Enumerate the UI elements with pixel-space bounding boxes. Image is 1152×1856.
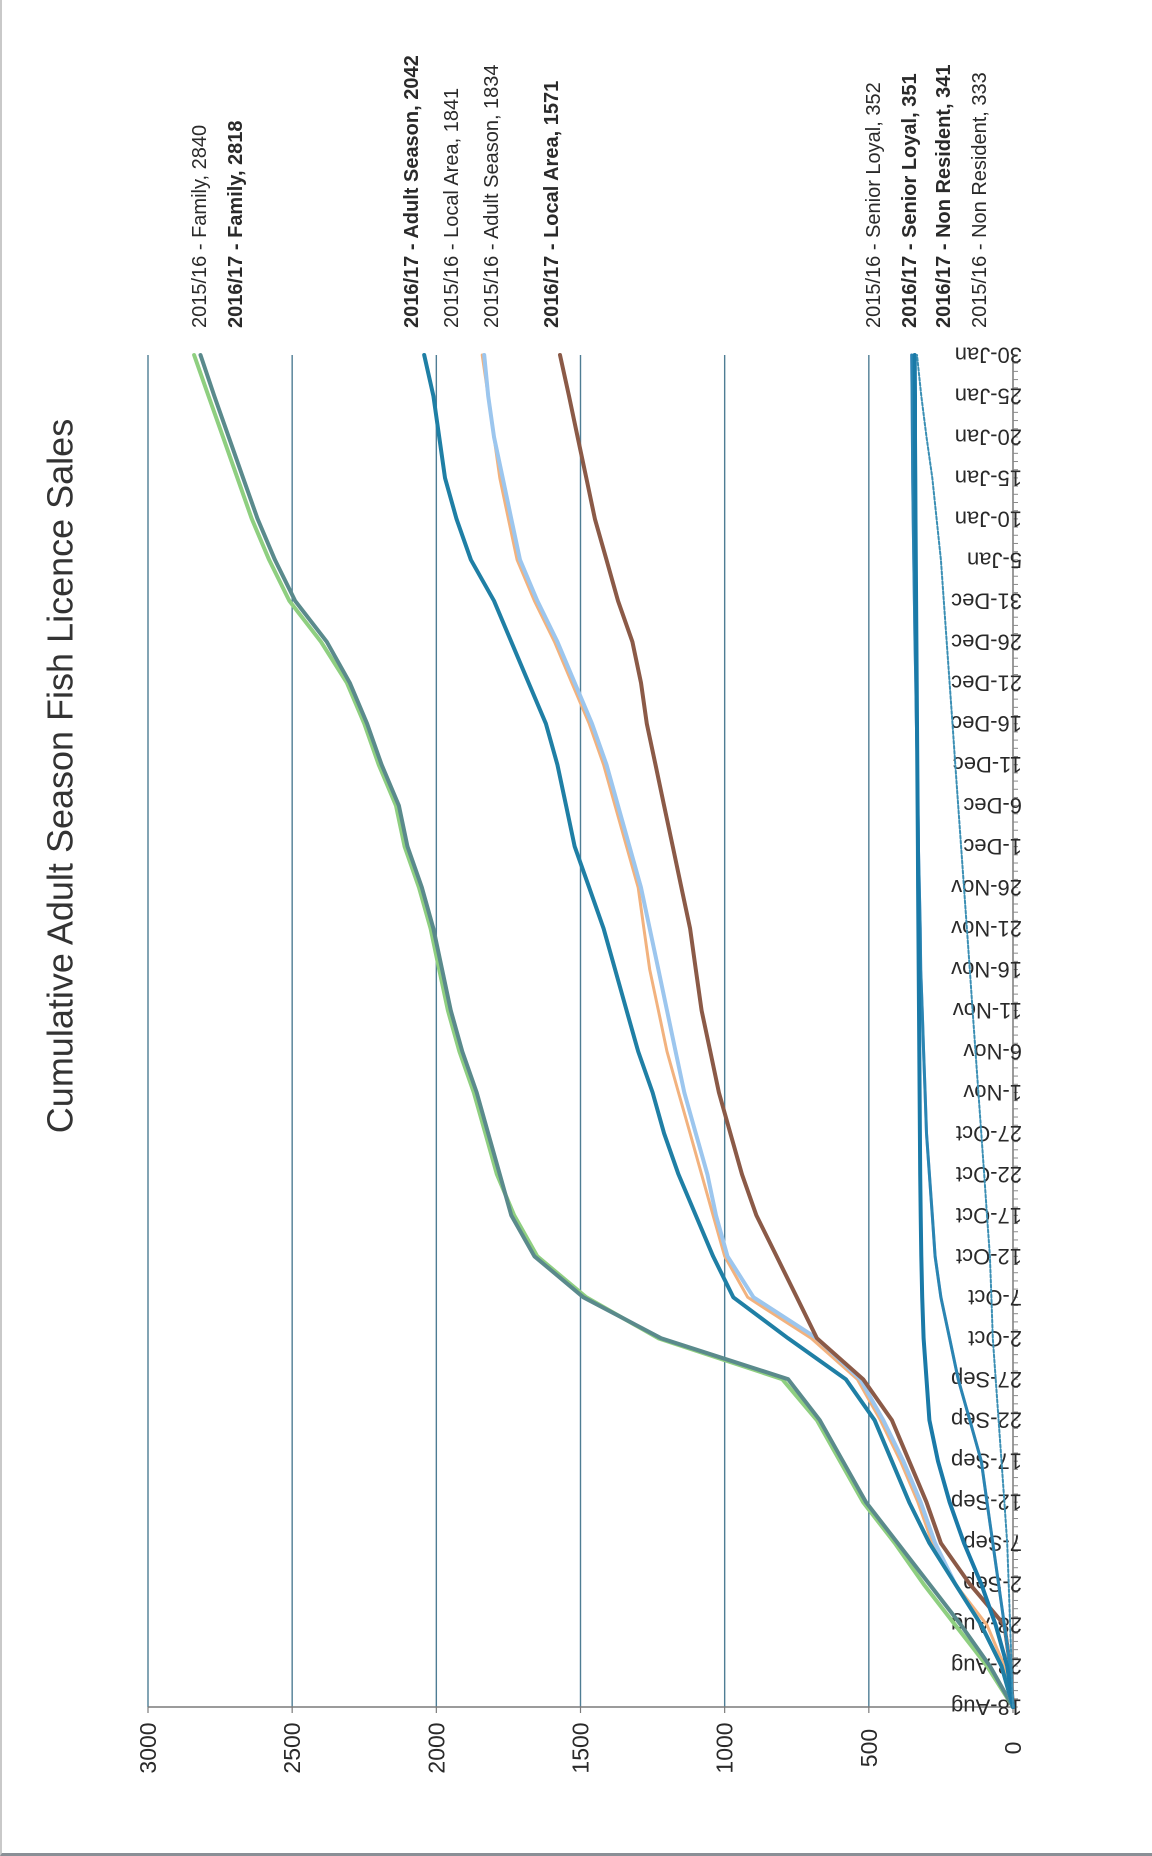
chart-title: Cumulative Adult Season Fish Licence Sal… [40, 419, 81, 1133]
x-tick-label: 16-Dec [951, 711, 1022, 736]
y-tick-label: 3000 [135, 1722, 161, 1773]
x-tick-label: 25-Jan [955, 383, 1022, 408]
series-line [558, 353, 1015, 1709]
legend-label: 2015/16 - Family, 2840 [189, 125, 211, 328]
x-tick-label: 17-Oct [956, 1203, 1022, 1228]
y-tick-label: 500 [856, 1729, 882, 1767]
series-line [482, 353, 1015, 1709]
x-tick-label: 1-Nov [963, 1080, 1022, 1105]
x-tick-label: 21-Nov [951, 916, 1022, 941]
x-tick-label: 27-Sep [951, 1367, 1022, 1392]
x-tick-label: 6-Dec [963, 793, 1022, 818]
x-tick-label: 22-Sep [951, 1408, 1022, 1433]
x-tick-label: 6-Nov [963, 1039, 1022, 1064]
x-tick-label: 30-Jan [955, 343, 1022, 368]
x-tick-label: 11-Dec [953, 752, 1022, 777]
x-tick-label: 2-Oct [968, 1326, 1022, 1351]
x-tick-label: 1-Dec [963, 834, 1022, 859]
series-line [912, 353, 1015, 1709]
y-tick-label: 1000 [712, 1722, 738, 1773]
legend-label: 2016/17 - Adult Season, 2042 [401, 55, 423, 328]
series-line [422, 353, 1015, 1709]
legend-label: 2015/16 - Local Area, 1841 [441, 88, 463, 328]
series-line [198, 353, 1015, 1709]
x-tick-label: 26-Nov [951, 875, 1022, 900]
y-tick-label: 2500 [279, 1722, 305, 1773]
series-line [916, 354, 1014, 1708]
x-tick-label: 31-Dec [951, 588, 1022, 613]
legend-label: 2015/16 - Senior Loyal, 352 [863, 82, 885, 328]
x-tick-label: 2-Sep [963, 1572, 1022, 1597]
legend-label: 2015/16 - Non Resident, 333 [969, 72, 991, 328]
series-line [480, 353, 1015, 1709]
legend-label: 2016/17 - Family, 2818 [225, 120, 247, 328]
x-tick-label: 20-Jan [955, 424, 1022, 449]
x-tick-label: 27-Oct [956, 1121, 1022, 1146]
x-tick-label: 15-Jan [955, 465, 1022, 490]
x-tick-label: 16-Nov [951, 957, 1022, 982]
legend-label: 2015/16 - Adult Season, 1834 [481, 64, 503, 328]
x-tick-label: 21-Dec [951, 670, 1022, 695]
x-tick-label: 10-Jan [955, 506, 1022, 531]
y-tick-label: 1500 [568, 1722, 594, 1773]
legend-label: 2016/17 - Local Area, 1571 [541, 81, 563, 328]
x-tick-label: 5-Jan [967, 547, 1022, 572]
y-tick-label: 2000 [423, 1722, 449, 1773]
x-tick-label: 26-Dec [951, 629, 1022, 654]
x-tick-label: 7-Oct [968, 1285, 1022, 1310]
x-tick-label: 17-Sep [951, 1449, 1022, 1474]
x-tick-label: 22-Oct [956, 1162, 1022, 1187]
legend-label: 2016/17 - Senior Loyal, 351 [899, 73, 921, 328]
series-line [192, 353, 1015, 1709]
x-tick-label: 11-Nov [953, 998, 1022, 1023]
legend-label: 2016/17 - Non Resident, 341 [933, 65, 955, 328]
y-tick-label: 0 [1000, 1742, 1026, 1755]
